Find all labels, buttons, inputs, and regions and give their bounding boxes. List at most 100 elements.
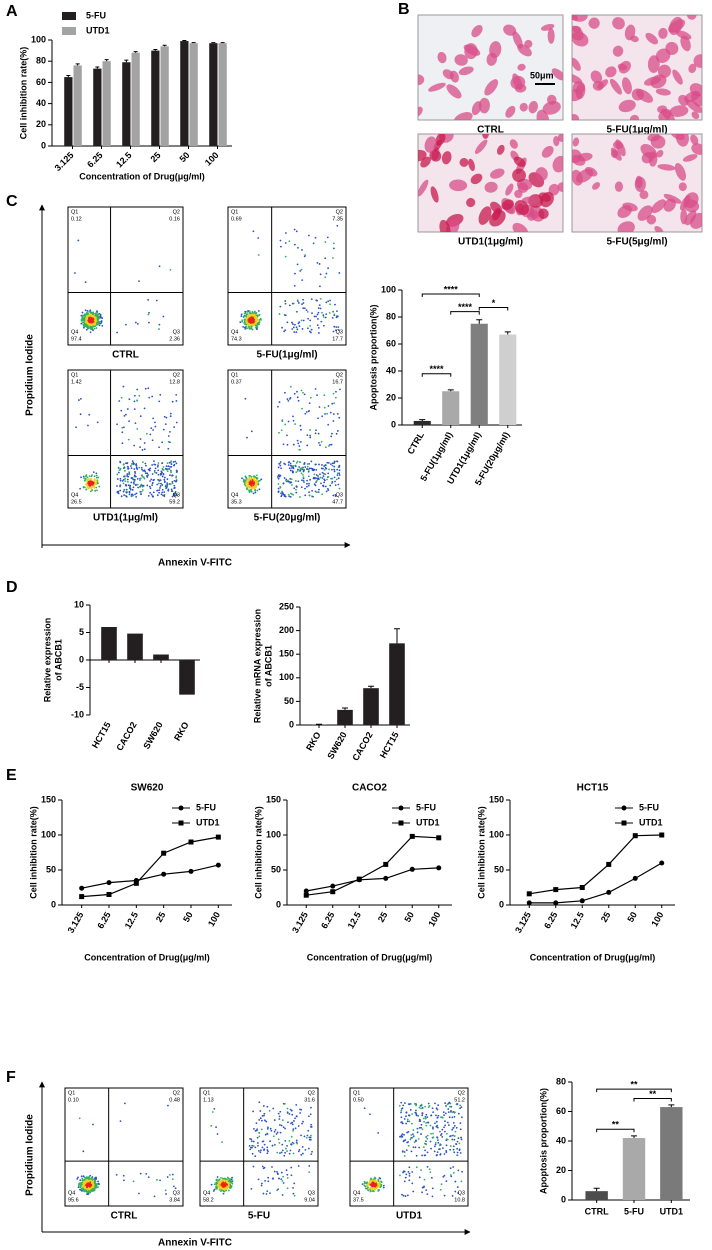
dot <box>460 1138 463 1141</box>
dot <box>327 476 330 478</box>
dot <box>249 1137 251 1140</box>
scale-bar-label: 50μm <box>530 70 554 80</box>
dot <box>127 438 130 441</box>
dot <box>369 1113 371 1116</box>
micrograph-caption: 5-FU(1μg/ml) <box>606 125 667 136</box>
dot <box>215 1126 217 1129</box>
dot <box>165 1193 167 1195</box>
dot <box>314 432 317 435</box>
bar <box>101 627 117 660</box>
dot <box>292 493 295 496</box>
x-tick-label: 12.5 <box>569 910 586 930</box>
dot <box>409 1109 412 1111</box>
dot <box>119 1120 122 1122</box>
quadrant-value: 0.12 <box>71 216 82 222</box>
marker <box>632 875 638 881</box>
dot <box>281 490 283 493</box>
x-tick-label: 6.25 <box>95 910 112 930</box>
dot <box>252 487 254 490</box>
dot <box>122 463 125 466</box>
x-tick-label: 6.25 <box>319 910 336 930</box>
dot <box>292 1186 294 1189</box>
dot <box>231 1176 233 1179</box>
marker <box>79 894 85 900</box>
dot <box>319 273 322 276</box>
dot <box>246 481 249 484</box>
dot <box>400 1116 403 1119</box>
cell <box>547 28 555 44</box>
dot <box>443 1174 446 1177</box>
dot <box>172 461 175 463</box>
dot <box>286 1177 289 1179</box>
dot <box>456 1103 459 1105</box>
bar <box>585 1191 608 1200</box>
dot <box>255 322 257 325</box>
dot <box>130 476 133 479</box>
dot <box>167 468 170 470</box>
dot <box>279 464 282 467</box>
dot <box>460 1180 463 1183</box>
dot <box>432 1126 434 1129</box>
x-tick-label: 50 <box>177 150 191 164</box>
dot <box>86 486 89 488</box>
cell <box>622 202 638 212</box>
cell <box>512 168 526 183</box>
x-tick-label: CTRL <box>585 1206 609 1216</box>
dot <box>451 1138 454 1141</box>
dot <box>139 477 142 480</box>
dot <box>307 475 310 478</box>
dot <box>404 1195 407 1197</box>
dot <box>426 1166 429 1168</box>
dot <box>159 485 162 487</box>
dot <box>274 1143 276 1146</box>
dot <box>94 312 97 315</box>
y-tick-label: 100 <box>489 829 504 839</box>
y-axis-label: Apoptosis proportion(%) <box>368 305 378 411</box>
dot <box>324 276 327 279</box>
dot-cloud <box>75 397 99 429</box>
dot <box>280 429 283 432</box>
dot <box>168 461 171 464</box>
dot <box>247 316 250 319</box>
dot <box>165 465 168 468</box>
dot <box>421 1112 424 1115</box>
dot <box>256 1142 259 1144</box>
dot <box>326 478 328 481</box>
dot <box>335 478 338 481</box>
significance-label: **** <box>458 302 473 312</box>
dot <box>291 1123 294 1126</box>
dot <box>169 412 172 415</box>
dot <box>279 305 282 308</box>
dot <box>288 304 291 307</box>
dot <box>94 1186 97 1189</box>
dot <box>310 460 313 463</box>
dot <box>82 486 85 488</box>
dot <box>425 1143 428 1146</box>
dot <box>316 299 319 302</box>
x-axis-label: Annexin V-FITC <box>158 558 232 569</box>
dot <box>293 284 296 287</box>
cell <box>631 88 645 101</box>
dot <box>430 1147 432 1150</box>
dot <box>249 322 252 324</box>
dot <box>134 484 137 487</box>
dot <box>254 491 257 494</box>
dot <box>436 1136 439 1139</box>
dot <box>424 1115 427 1118</box>
dot <box>312 495 314 498</box>
cell <box>454 54 468 66</box>
dot <box>137 486 140 489</box>
dot <box>218 1184 221 1187</box>
dot <box>166 482 169 484</box>
dot-cloud <box>76 1174 100 1196</box>
dot <box>154 467 157 470</box>
dot <box>158 265 161 268</box>
dot <box>378 1182 381 1185</box>
cell <box>505 105 516 118</box>
dot <box>307 1129 310 1132</box>
dot <box>145 464 147 467</box>
quadrant-value: 1.42 <box>71 379 82 385</box>
bar <box>73 65 82 146</box>
significance-bracket <box>596 1088 672 1093</box>
dot <box>330 463 332 466</box>
